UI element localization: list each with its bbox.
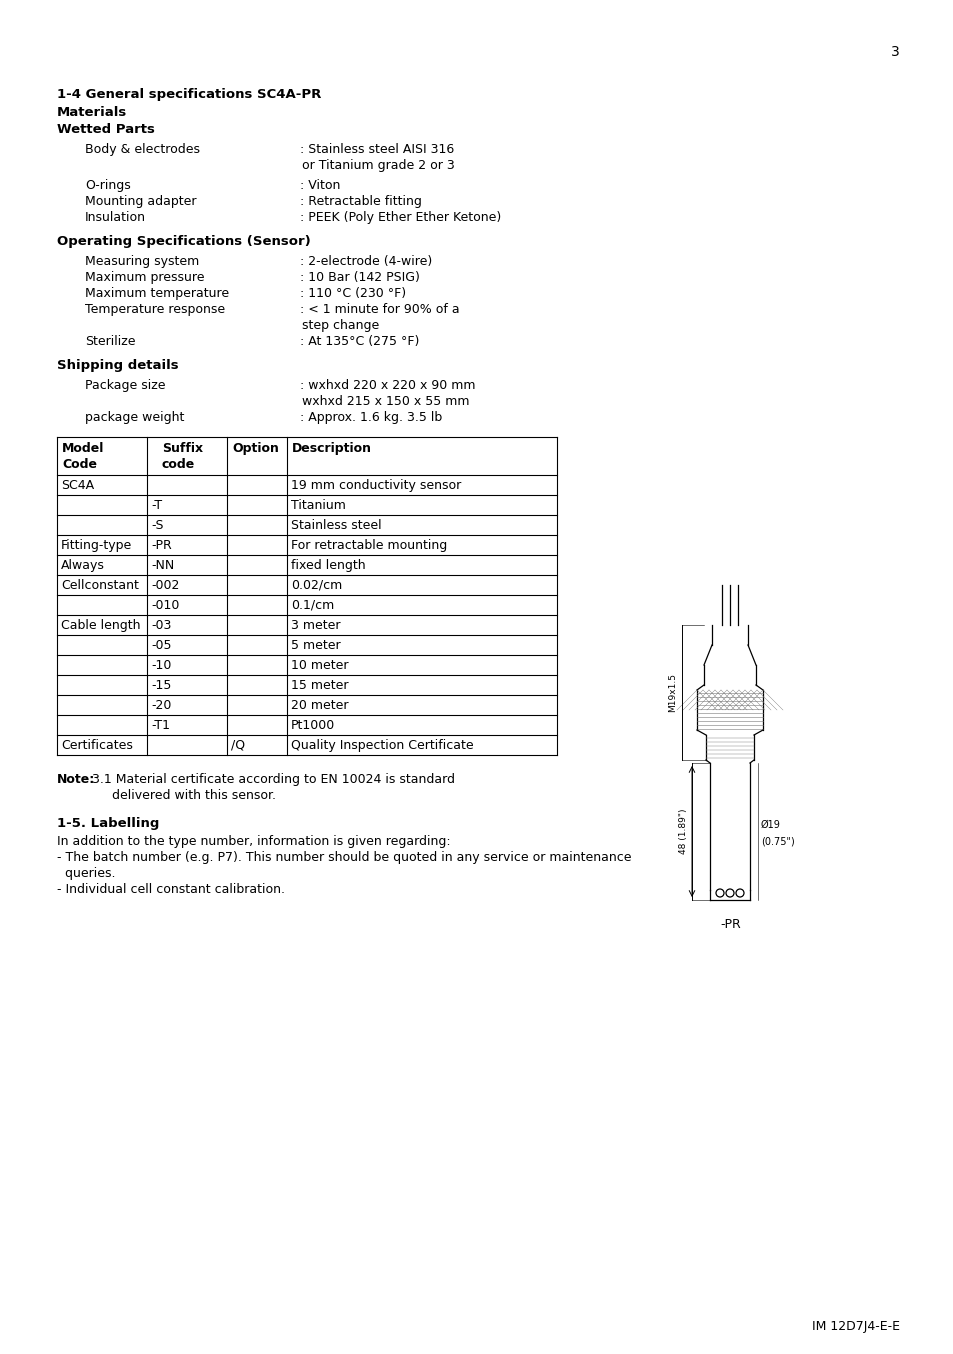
Text: 3: 3 — [890, 45, 899, 60]
Text: -010: -010 — [151, 598, 179, 612]
Text: package weight: package weight — [85, 412, 184, 424]
Text: 0.02/cm: 0.02/cm — [291, 580, 342, 592]
Text: -05: -05 — [151, 639, 172, 653]
Text: : Viton: : Viton — [299, 179, 340, 192]
Text: Measuring system: Measuring system — [85, 255, 199, 268]
Text: Operating Specifications (Sensor): Operating Specifications (Sensor) — [57, 236, 311, 248]
Text: step change: step change — [302, 320, 379, 332]
Text: 3.1 Material certificate according to EN 10024 is standard: 3.1 Material certificate according to EN… — [91, 773, 455, 787]
Text: 1-5. Labelling: 1-5. Labelling — [57, 816, 159, 830]
Text: Pt1000: Pt1000 — [291, 719, 335, 733]
Text: -15: -15 — [151, 678, 172, 692]
Text: -T: -T — [151, 500, 162, 512]
Text: Cellconstant: Cellconstant — [61, 580, 139, 592]
Text: Always: Always — [61, 559, 105, 571]
Text: : PEEK (Poly Ether Ether Ketone): : PEEK (Poly Ether Ether Ketone) — [299, 211, 500, 223]
Text: -10: -10 — [151, 659, 172, 672]
Text: wxhxd 215 x 150 x 55 mm: wxhxd 215 x 150 x 55 mm — [302, 395, 469, 408]
Text: -20: -20 — [151, 699, 172, 712]
Text: -T1: -T1 — [151, 719, 170, 733]
Text: : < 1 minute for 90% of a: : < 1 minute for 90% of a — [299, 303, 459, 315]
Text: queries.: queries. — [57, 867, 115, 880]
Text: Package size: Package size — [85, 379, 165, 393]
Text: Stainless steel: Stainless steel — [291, 519, 381, 532]
Text: Temperature response: Temperature response — [85, 303, 225, 315]
Text: : At 135°C (275 °F): : At 135°C (275 °F) — [299, 334, 419, 348]
Text: : Stainless steel AISI 316: : Stainless steel AISI 316 — [299, 144, 454, 156]
Text: Fitting-type: Fitting-type — [61, 539, 132, 552]
Text: O-rings: O-rings — [85, 179, 131, 192]
Text: : 110 °C (230 °F): : 110 °C (230 °F) — [299, 287, 406, 301]
Text: 48 (1.89"): 48 (1.89") — [679, 808, 687, 854]
Text: Quality Inspection Certificate: Quality Inspection Certificate — [291, 739, 473, 751]
Text: : 10 Bar (142 PSIG): : 10 Bar (142 PSIG) — [299, 271, 419, 284]
Text: 0.1/cm: 0.1/cm — [291, 598, 334, 612]
Text: /Q: /Q — [231, 739, 245, 751]
Text: Maximum temperature: Maximum temperature — [85, 287, 229, 301]
Text: : Approx. 1.6 kg. 3.5 lb: : Approx. 1.6 kg. 3.5 lb — [299, 412, 442, 424]
Text: 3 meter: 3 meter — [291, 619, 340, 632]
Text: Maximum pressure: Maximum pressure — [85, 271, 204, 284]
Text: : wxhxd 220 x 220 x 90 mm: : wxhxd 220 x 220 x 90 mm — [299, 379, 475, 393]
Text: Cable length: Cable length — [61, 619, 140, 632]
Text: Suffix: Suffix — [162, 441, 203, 455]
Text: 19 mm conductivity sensor: 19 mm conductivity sensor — [291, 479, 460, 492]
Text: Body & electrodes: Body & electrodes — [85, 144, 200, 156]
Text: - Individual cell constant calibration.: - Individual cell constant calibration. — [57, 883, 285, 896]
Text: Mounting adapter: Mounting adapter — [85, 195, 196, 209]
Text: fixed length: fixed length — [291, 559, 365, 571]
Text: -002: -002 — [151, 580, 179, 592]
Text: Shipping details: Shipping details — [57, 359, 178, 372]
Text: 15 meter: 15 meter — [291, 678, 348, 692]
Text: (0.75"): (0.75") — [760, 835, 794, 846]
Text: -PR: -PR — [151, 539, 172, 552]
Text: -03: -03 — [151, 619, 172, 632]
Text: M19x1.5: M19x1.5 — [667, 673, 677, 711]
Text: or Titanium grade 2 or 3: or Titanium grade 2 or 3 — [302, 158, 455, 172]
Text: code: code — [162, 458, 195, 471]
Text: Model: Model — [62, 441, 104, 455]
Text: -NN: -NN — [151, 559, 174, 571]
Text: SC4A: SC4A — [61, 479, 94, 492]
Text: : 2-electrode (4-wire): : 2-electrode (4-wire) — [299, 255, 432, 268]
Text: Insulation: Insulation — [85, 211, 146, 223]
Text: Materials: Materials — [57, 106, 127, 119]
Text: : Retractable fitting: : Retractable fitting — [299, 195, 421, 209]
Text: 1-4 General specifications SC4A-PR: 1-4 General specifications SC4A-PR — [57, 88, 321, 102]
Text: Description: Description — [292, 441, 372, 455]
Text: Wetted Parts: Wetted Parts — [57, 123, 154, 135]
Text: -S: -S — [151, 519, 163, 532]
Text: Note:: Note: — [57, 773, 95, 787]
Text: 20 meter: 20 meter — [291, 699, 348, 712]
Text: IM 12D7J4-E-E: IM 12D7J4-E-E — [811, 1320, 899, 1332]
Text: Certificates: Certificates — [61, 739, 132, 751]
Text: Ø19: Ø19 — [760, 821, 781, 830]
Text: - The batch number (e.g. P7). This number should be quoted in any service or mai: - The batch number (e.g. P7). This numbe… — [57, 852, 631, 864]
Text: 10 meter: 10 meter — [291, 659, 348, 672]
Text: -PR: -PR — [720, 918, 740, 932]
Text: 5 meter: 5 meter — [291, 639, 340, 653]
Text: Titanium: Titanium — [291, 500, 346, 512]
Text: Option: Option — [232, 441, 278, 455]
Text: For retractable mounting: For retractable mounting — [291, 539, 447, 552]
Text: In addition to the type number, information is given regarding:: In addition to the type number, informat… — [57, 835, 450, 848]
Text: delivered with this sensor.: delivered with this sensor. — [112, 789, 275, 802]
Text: Code: Code — [62, 458, 97, 471]
Text: Sterilize: Sterilize — [85, 334, 135, 348]
